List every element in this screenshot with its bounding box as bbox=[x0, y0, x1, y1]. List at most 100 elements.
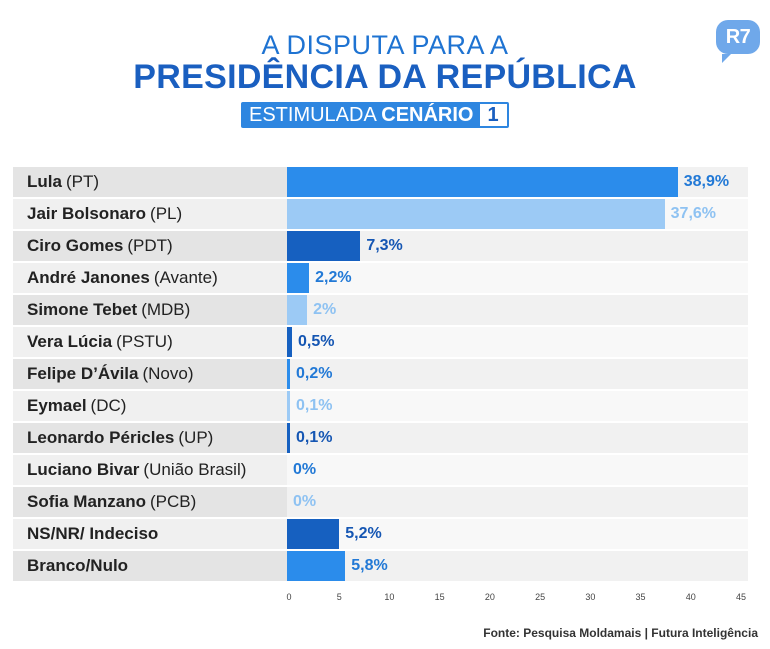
chart-row: NS/NR/ Indeciso 5,2% bbox=[10, 519, 748, 549]
candidate-name: NS/NR/ Indeciso bbox=[27, 524, 159, 543]
category-label: Felipe D’Ávila (Novo) bbox=[13, 359, 287, 389]
x-tick-label: 35 bbox=[635, 592, 646, 602]
x-tick-label: 10 bbox=[384, 592, 395, 602]
bar-track: 38,9% bbox=[287, 167, 748, 197]
category-label: André Janones (Avante) bbox=[13, 263, 287, 293]
chart-row: Vera Lúcia (PSTU) 0,5% bbox=[10, 327, 748, 357]
category-label: Leonardo Péricles (UP) bbox=[13, 423, 287, 453]
scenario-badge-text: ESTIMULADA CENÁRIO bbox=[243, 104, 480, 126]
data-label: 38,9% bbox=[683, 173, 730, 190]
candidate-name: Vera Lúcia bbox=[27, 332, 113, 351]
candidate-party: (MDB) bbox=[141, 300, 191, 319]
chart-row: Branco/Nulo 5,8% bbox=[10, 551, 748, 581]
bar-track: 0% bbox=[287, 487, 748, 517]
bar-track: 7,3% bbox=[287, 231, 748, 261]
category-label: NS/NR/ Indeciso bbox=[13, 519, 287, 549]
chart-row: Sofia Manzano (PCB) 0% bbox=[10, 487, 748, 517]
bar-track: 5,2% bbox=[287, 519, 748, 549]
bar bbox=[287, 551, 346, 581]
x-tick-label: 25 bbox=[535, 592, 546, 602]
x-tick-label: 45 bbox=[735, 592, 747, 602]
data-label: 5,8% bbox=[351, 557, 388, 574]
data-label: 0% bbox=[293, 493, 317, 510]
candidate-party: (UP) bbox=[178, 428, 214, 447]
scenario-number: 1 bbox=[479, 104, 507, 126]
data-label: 0,5% bbox=[298, 333, 335, 350]
x-tick-label: 20 bbox=[484, 592, 495, 602]
candidate-name: Eymael bbox=[27, 396, 87, 415]
data-label: 0,1% bbox=[296, 429, 333, 446]
data-label: 2% bbox=[313, 301, 337, 318]
bar-track: 0,2% bbox=[287, 359, 748, 389]
scenario-badge: ESTIMULADA CENÁRIO 1 bbox=[241, 102, 509, 128]
category-label: Ciro Gomes (PDT) bbox=[13, 231, 287, 261]
bar-chart: Lula (PT) 38,9% Jair Bolsonaro (PL) 37,6% Ciro… bbox=[10, 167, 748, 582]
bar bbox=[287, 295, 308, 325]
candidate-name: Simone Tebet bbox=[27, 300, 138, 319]
x-tick-label: 30 bbox=[585, 592, 596, 602]
candidate-name: Branco/Nulo bbox=[27, 556, 129, 575]
bar-track: 5,8% bbox=[287, 551, 748, 581]
x-axis: 0 5 10 15 20 25 30 35 40 45 bbox=[286, 592, 746, 606]
category-label: Eymael (DC) bbox=[13, 391, 287, 421]
bar-track: 0,1% bbox=[287, 391, 748, 421]
candidate-party: (PSTU) bbox=[116, 332, 173, 351]
data-label: 37,6% bbox=[670, 205, 717, 222]
category-label: Vera Lúcia (PSTU) bbox=[13, 327, 287, 357]
x-tick-label: 0 bbox=[286, 592, 292, 602]
bar-track: 37,6% bbox=[287, 199, 748, 229]
scenario-label: CENÁRIO bbox=[381, 104, 474, 126]
title-line-1: A DISPUTA PARA A bbox=[261, 30, 509, 60]
chart-row: Felipe D’Ávila (Novo) 0,2% bbox=[10, 359, 748, 389]
category-label: Sofia Manzano (PCB) bbox=[13, 487, 287, 517]
bar bbox=[287, 423, 290, 453]
candidate-party: (Novo) bbox=[142, 364, 194, 383]
chart-row: Eymael (DC) 0,1% bbox=[10, 391, 748, 421]
bar bbox=[287, 327, 293, 357]
bar bbox=[287, 231, 361, 261]
bar bbox=[287, 391, 290, 421]
data-label: 5,2% bbox=[345, 525, 382, 542]
chart-row: Luciano Bivar (União Brasil) 0% bbox=[10, 455, 748, 485]
x-tick-label: 40 bbox=[685, 592, 696, 602]
bar-track: 0,1% bbox=[287, 423, 748, 453]
candidate-party: (União Brasil) bbox=[143, 460, 247, 479]
data-label: 2,2% bbox=[315, 269, 352, 286]
candidate-name: Leonardo Péricles bbox=[27, 428, 175, 447]
bar bbox=[287, 167, 678, 197]
candidate-name: Jair Bolsonaro bbox=[27, 204, 147, 223]
bar-track: 2% bbox=[287, 295, 748, 325]
candidate-name: Luciano Bivar bbox=[27, 460, 140, 479]
bar bbox=[287, 519, 340, 549]
data-label: 0,1% bbox=[296, 397, 333, 414]
x-tick-label: 15 bbox=[434, 592, 445, 602]
candidate-name: André Janones bbox=[27, 268, 150, 287]
bar-track: 2,2% bbox=[287, 263, 748, 293]
candidate-party: (DC) bbox=[90, 396, 127, 415]
x-tick-label: 5 bbox=[336, 592, 342, 602]
chart-row: Simone Tebet (MDB) 2% bbox=[10, 295, 748, 325]
data-label: 0% bbox=[293, 461, 317, 478]
candidate-name: Lula bbox=[27, 172, 62, 191]
chart-row: Ciro Gomes (PDT) 7,3% bbox=[10, 231, 748, 261]
category-label: Luciano Bivar (União Brasil) bbox=[13, 455, 287, 485]
data-label: 7,3% bbox=[366, 237, 403, 254]
data-label: 0,2% bbox=[296, 365, 333, 382]
candidate-party: (PDT) bbox=[127, 236, 173, 255]
candidate-party: (PT) bbox=[65, 172, 99, 191]
candidate-party: (PL) bbox=[150, 204, 183, 223]
candidate-name: Felipe D’Ávila bbox=[27, 364, 139, 383]
candidate-name: Ciro Gomes bbox=[27, 236, 124, 255]
bar bbox=[287, 199, 665, 229]
chart-row: Lula (PT) 38,9% bbox=[10, 167, 748, 197]
title-line-2: PRESIDÊNCIA DA REPÚBLICA bbox=[133, 58, 637, 96]
bar bbox=[287, 359, 290, 389]
category-label: Simone Tebet (MDB) bbox=[13, 295, 287, 325]
chart-row: André Janones (Avante) 2,2% bbox=[10, 263, 748, 293]
candidate-party: (Avante) bbox=[153, 268, 218, 287]
category-label: Jair Bolsonaro (PL) bbox=[13, 199, 287, 229]
chart-row: Leonardo Péricles (UP) 0,1% bbox=[10, 423, 748, 453]
scenario-type-label: ESTIMULADA bbox=[249, 104, 376, 126]
bar-track: 0% bbox=[287, 455, 748, 485]
category-label: Lula (PT) bbox=[13, 167, 287, 197]
